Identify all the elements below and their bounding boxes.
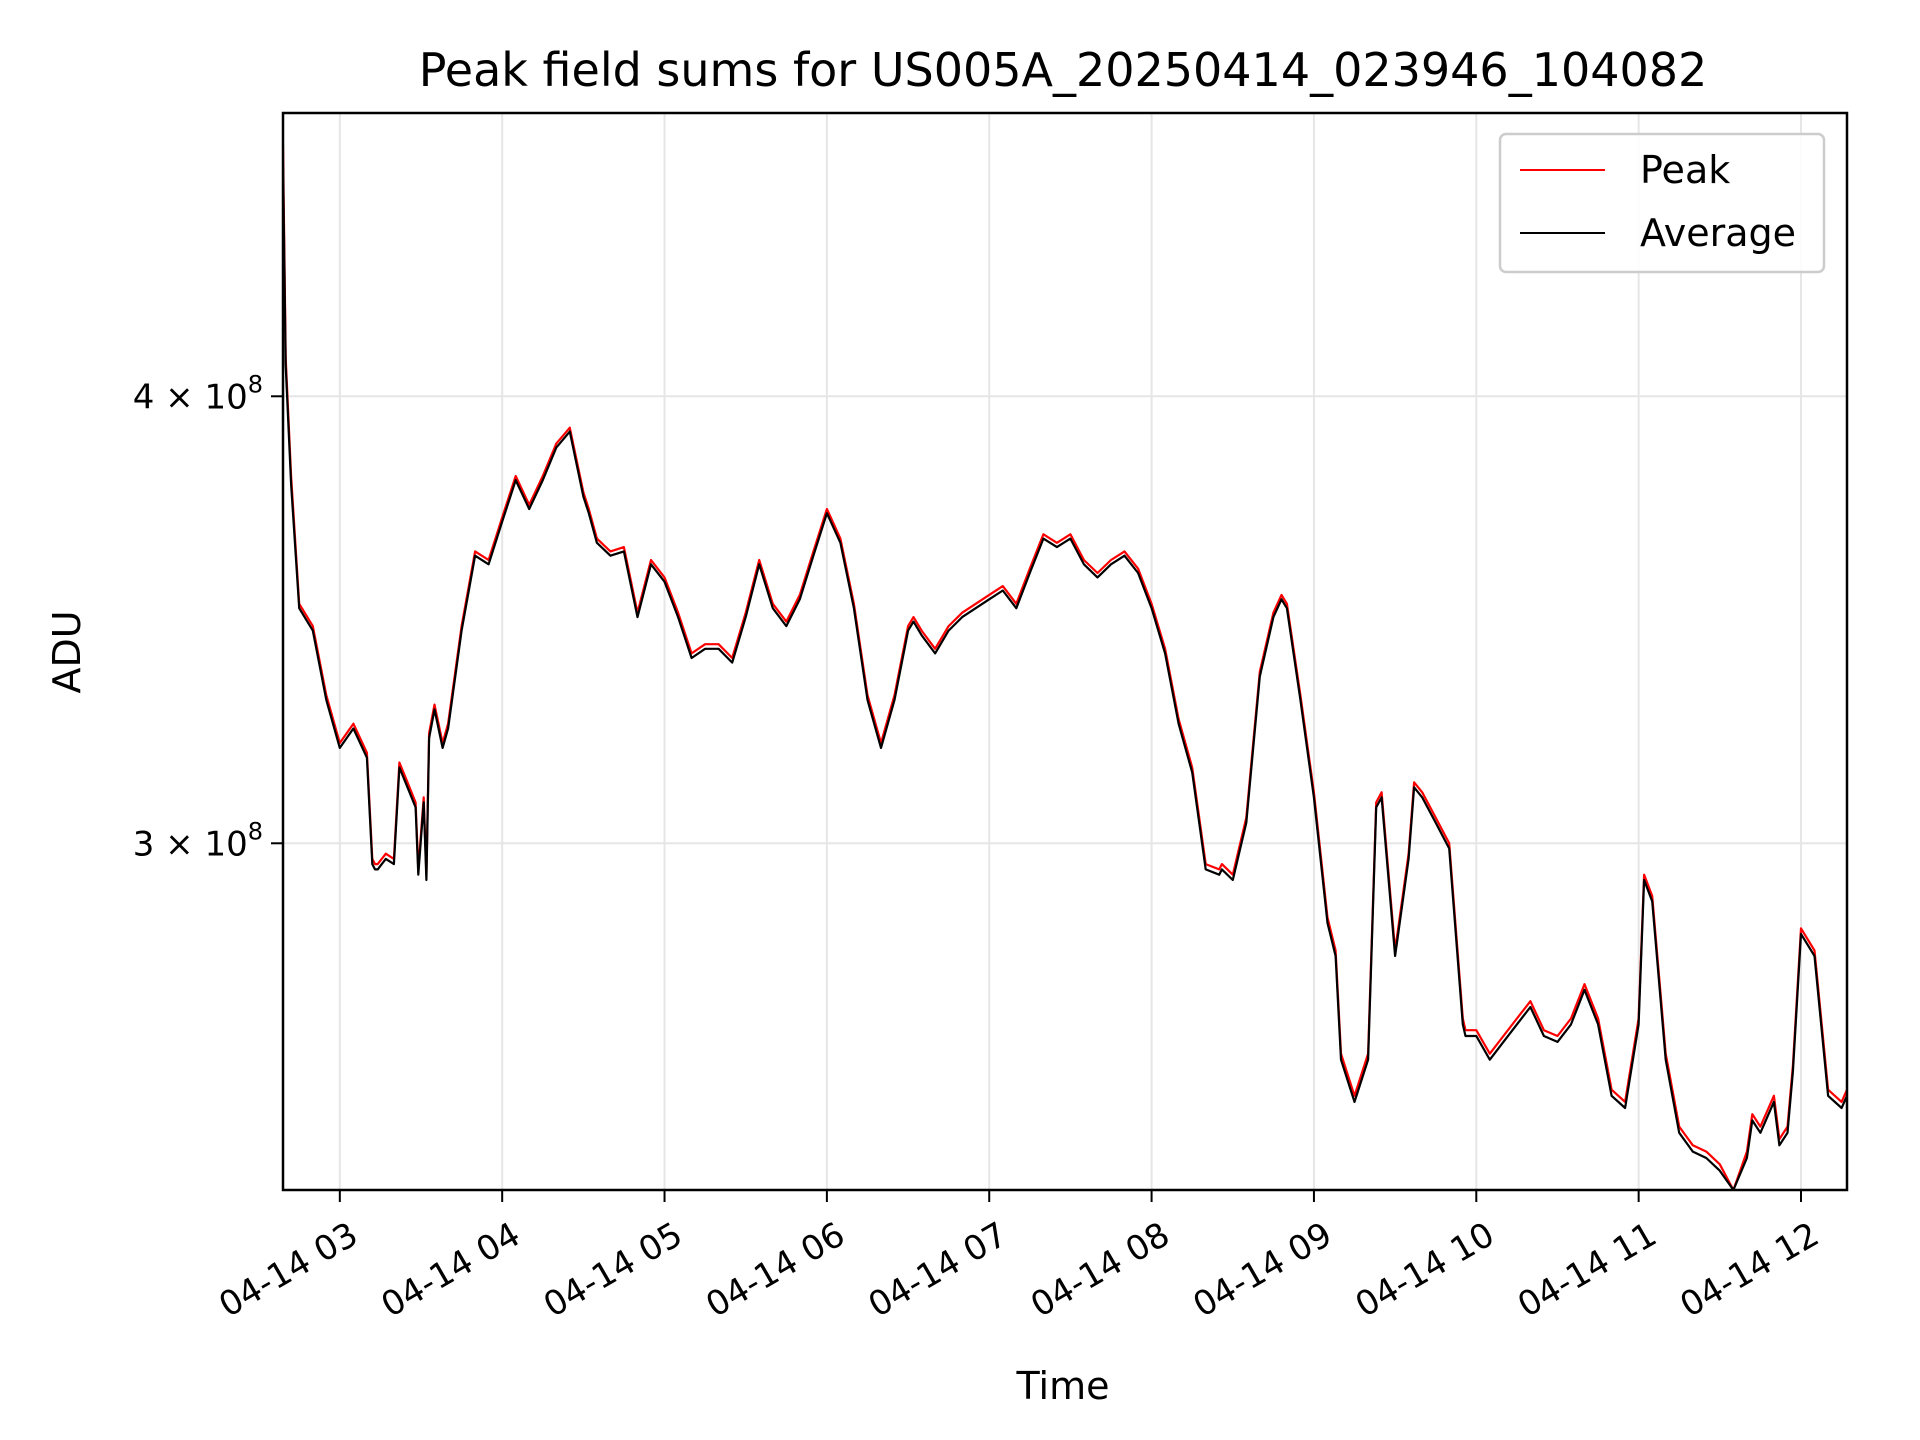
x-axis-label: Time [1016, 1364, 1110, 1408]
series-line-average [283, 162, 1847, 1190]
y-tick-times: × [154, 377, 204, 417]
legend-label-peak: Peak [1640, 148, 1730, 192]
legend-label-average: Average [1640, 211, 1796, 255]
legend-box [1498, 132, 1826, 274]
legend: Peak Average [1498, 132, 1826, 274]
y-tick-mantissa: 3 [133, 824, 155, 864]
y-tick-base: 10 [204, 377, 247, 417]
y-tick-label: 3 × 108 [133, 817, 263, 864]
grid-lines [283, 113, 1847, 1190]
y-tick-base: 10 [204, 824, 247, 864]
y-tick-exponent: 8 [248, 817, 263, 845]
series-layer [283, 145, 1847, 1190]
chart-title: Peak field sums for US005A_20250414_0239… [419, 43, 1708, 97]
y-tick-mantissa: 4 [133, 377, 155, 417]
y-tick-label: 4 × 108 [133, 370, 263, 417]
y-tick-exponent: 8 [248, 370, 263, 398]
y-axis-label: ADU [45, 610, 89, 693]
plot-frame [281, 111, 1849, 1192]
y-tick-times: × [154, 824, 204, 864]
